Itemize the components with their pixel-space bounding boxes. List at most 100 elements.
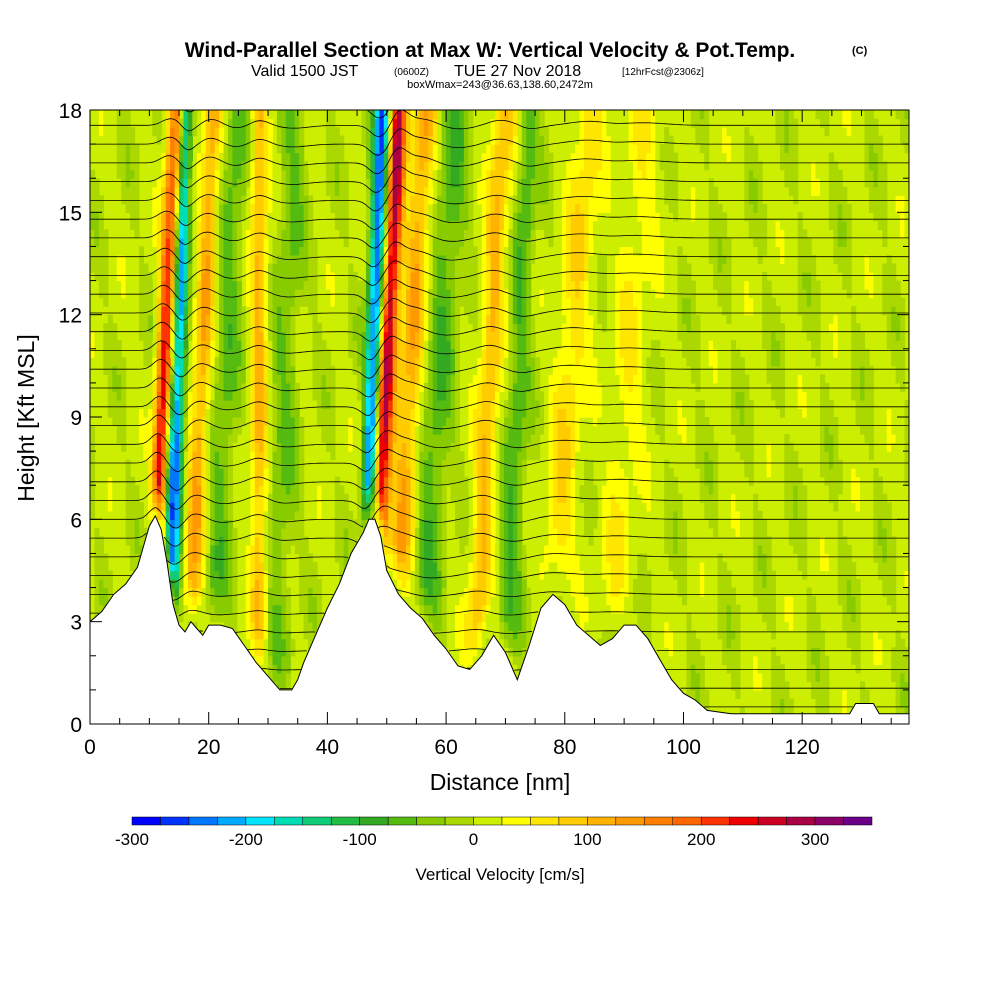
velocity-cell [125, 527, 131, 537]
velocity-cell [219, 510, 225, 520]
velocity-cell [201, 587, 207, 597]
velocity-cell [290, 263, 296, 273]
velocity-cell [348, 519, 354, 529]
velocity-cell [112, 348, 118, 358]
velocity-cell [143, 527, 149, 537]
velocity-cell [388, 382, 394, 393]
velocity-cell [414, 118, 420, 128]
velocity-cell [152, 391, 158, 401]
velocity-cell [276, 110, 282, 120]
velocity-cell [392, 263, 398, 273]
velocity-cell [312, 382, 318, 393]
velocity-cell [170, 570, 176, 580]
velocity-cell [450, 220, 456, 230]
velocity-cell [383, 459, 389, 469]
velocity-cell [125, 289, 131, 299]
velocity-cell [459, 229, 465, 239]
velocity-cell [406, 306, 412, 316]
velocity-cell [348, 348, 354, 358]
velocity-cell [112, 527, 118, 537]
velocity-cell [138, 246, 145, 256]
velocity-cell [308, 451, 314, 461]
velocity-cell [103, 365, 109, 375]
velocity-cell [112, 502, 118, 512]
velocity-cell [410, 579, 416, 589]
velocity-cell [343, 110, 349, 120]
velocity-cell [143, 485, 149, 495]
velocity-cell [334, 323, 340, 333]
velocity-cell [219, 357, 225, 367]
velocity-cell [392, 289, 398, 299]
velocity-cell [170, 314, 176, 324]
velocity-cell [325, 425, 331, 435]
velocity-cell [441, 408, 447, 418]
velocity-cell [201, 118, 207, 128]
velocity-cell [263, 169, 269, 179]
velocity-cell [259, 434, 265, 444]
velocity-cell [468, 178, 474, 188]
velocity-cell [472, 587, 478, 597]
velocity-cell [468, 280, 474, 290]
velocity-cell [268, 596, 274, 606]
velocity-cell [294, 476, 300, 486]
velocity-cell [254, 357, 260, 367]
velocity-cell [179, 220, 185, 230]
velocity-cell [143, 195, 149, 205]
velocity-cell [285, 272, 291, 282]
velocity-cell [383, 365, 389, 375]
velocity-cell [187, 570, 193, 580]
velocity-cell [450, 391, 456, 401]
velocity-cell [352, 212, 358, 222]
velocity-cell [459, 152, 465, 162]
velocity-cell [152, 425, 158, 435]
velocity-cell [388, 220, 394, 230]
velocity-cell [179, 399, 185, 410]
velocity-cell [183, 365, 189, 375]
velocity-cell [401, 485, 407, 495]
velocity-cell [419, 587, 425, 597]
velocity-cell [112, 229, 118, 239]
velocity-cell [414, 161, 420, 171]
velocity-cell [388, 237, 394, 248]
velocity-cell [152, 110, 158, 120]
velocity-cell [285, 110, 291, 120]
velocity-cell [138, 527, 145, 537]
velocity-cell [263, 561, 269, 572]
velocity-cell [330, 399, 336, 410]
velocity-cell [254, 340, 260, 350]
velocity-cell [236, 280, 242, 290]
velocity-cell [210, 254, 216, 265]
velocity-cell [250, 348, 256, 358]
velocity-cell [330, 195, 336, 205]
velocity-cell [454, 280, 461, 290]
velocity-cell [441, 280, 447, 290]
velocity-cell [219, 212, 225, 222]
velocity-cell [406, 451, 412, 461]
velocity-cell [308, 561, 314, 572]
velocity-cell [463, 613, 469, 623]
velocity-cell [232, 621, 238, 631]
velocity-cell [308, 476, 314, 486]
velocity-cell [210, 459, 216, 469]
velocity-cell [365, 485, 372, 495]
velocity-cell [397, 178, 403, 188]
velocity-cell [165, 229, 171, 239]
velocity-cell [187, 459, 193, 469]
velocity-cell [441, 519, 447, 529]
velocity-cell [152, 246, 158, 256]
velocity-cell [152, 254, 158, 265]
velocity-cell [174, 476, 180, 486]
velocity-cell [187, 152, 193, 162]
velocity-cell [174, 280, 180, 290]
velocity-cell [437, 613, 443, 623]
velocity-cell [179, 442, 185, 452]
velocity-cell [446, 323, 452, 333]
velocity-cell [414, 169, 420, 179]
velocity-cell [450, 212, 456, 222]
velocity-cell [299, 144, 305, 154]
velocity-cell [281, 152, 287, 162]
velocity-cell [138, 434, 145, 444]
velocity-cell [410, 263, 416, 273]
velocity-cell [428, 485, 434, 495]
velocity-cell [343, 178, 349, 188]
